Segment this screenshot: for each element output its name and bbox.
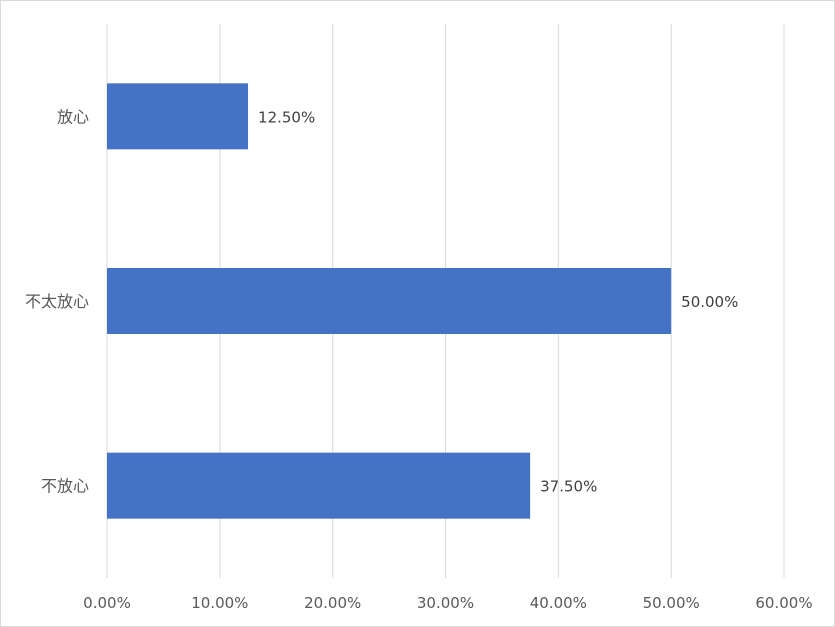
- bar: [107, 452, 531, 519]
- data-label: 12.50%: [258, 108, 315, 126]
- data-label: 50.00%: [681, 293, 738, 311]
- x-tick-label: 30.00%: [417, 594, 474, 612]
- x-tick-label: 20.00%: [304, 594, 361, 612]
- x-tick-label: 0.00%: [83, 594, 131, 612]
- x-tick-label: 40.00%: [530, 594, 587, 612]
- x-axis-tick-labels: 0.00% 10.00% 20.00% 30.00% 40.00% 50.00% 60.00…: [83, 594, 812, 612]
- category-label: 不太放心: [25, 292, 89, 311]
- x-tick-label: 10.00%: [191, 594, 248, 612]
- data-labels: 12.50% 50.00% 37.50%: [258, 108, 738, 495]
- category-label: 放心: [57, 107, 89, 126]
- bar: [107, 83, 249, 150]
- category-label: 不放心: [41, 477, 89, 496]
- bars: [107, 83, 672, 519]
- data-label: 37.50%: [540, 478, 597, 496]
- x-tick-label: 50.00%: [643, 594, 700, 612]
- x-tick-label: 60.00%: [755, 594, 812, 612]
- bar: [107, 268, 672, 334]
